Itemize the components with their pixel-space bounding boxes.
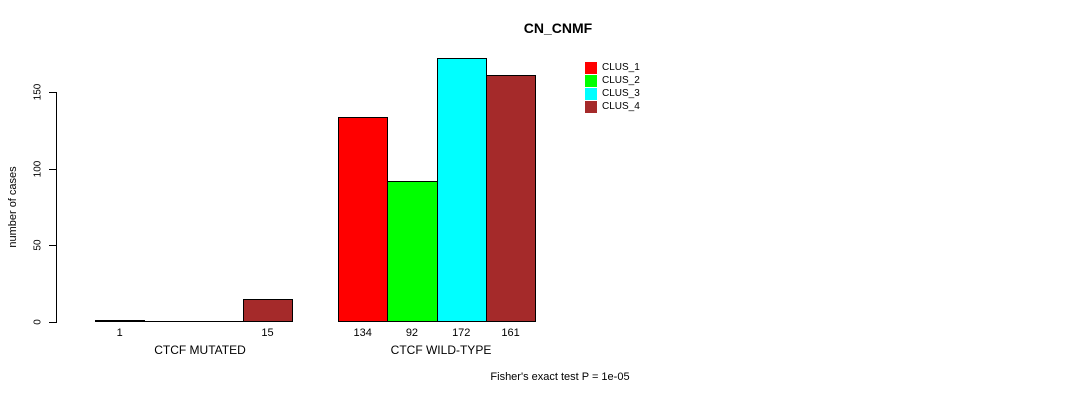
y-tick-label: 100 bbox=[32, 160, 44, 177]
bar bbox=[338, 116, 389, 322]
y-tick-label: 0 bbox=[32, 319, 44, 325]
legend-label: CLUS_1 bbox=[602, 62, 640, 73]
stat-test-label: Fisher's exact test P = 1e-05 bbox=[490, 371, 630, 383]
bar-value-label: 92 bbox=[405, 327, 419, 339]
y-axis-title: number of cases bbox=[7, 166, 19, 248]
legend-swatch bbox=[585, 100, 597, 113]
chart-title: CN_CNMF bbox=[523, 20, 593, 36]
legend-row: CLUS_2 bbox=[585, 74, 640, 87]
legend-swatch bbox=[585, 61, 597, 74]
bar bbox=[144, 321, 195, 322]
y-tick bbox=[49, 245, 56, 247]
y-tick bbox=[49, 168, 56, 170]
y-tick bbox=[49, 322, 56, 323]
legend-row: CLUS_1 bbox=[585, 61, 640, 74]
legend-label: CLUS_4 bbox=[602, 101, 640, 112]
bar bbox=[387, 180, 438, 322]
group-label: CTCF WILD-TYPE bbox=[390, 343, 492, 357]
legend-row: CLUS_4 bbox=[585, 100, 640, 113]
bar-value-label: 134 bbox=[353, 327, 372, 339]
bar-value-label: 1 bbox=[116, 327, 123, 339]
y-tick-label: 50 bbox=[32, 239, 44, 251]
bar bbox=[193, 321, 244, 322]
bar-value-label: 161 bbox=[501, 327, 520, 339]
y-tick-label: 150 bbox=[32, 83, 44, 101]
bar-value-label: 15 bbox=[261, 327, 274, 339]
bar bbox=[436, 58, 487, 322]
legend-label: CLUS_3 bbox=[602, 88, 640, 99]
bar bbox=[95, 320, 146, 322]
bar bbox=[485, 75, 537, 322]
y-axis-line bbox=[56, 92, 57, 323]
legend-swatch bbox=[585, 87, 597, 100]
legend-swatch bbox=[585, 74, 597, 87]
y-tick bbox=[49, 92, 56, 93]
legend-label: CLUS_2 bbox=[602, 75, 640, 86]
legend: CLUS_1 CLUS_2 CLUS_3 CLUS_4 bbox=[585, 61, 640, 113]
legend-row: CLUS_3 bbox=[585, 87, 640, 100]
group-label: CTCF MUTATED bbox=[154, 343, 246, 357]
bar-value-label: 172 bbox=[452, 327, 471, 339]
bar bbox=[242, 299, 294, 322]
